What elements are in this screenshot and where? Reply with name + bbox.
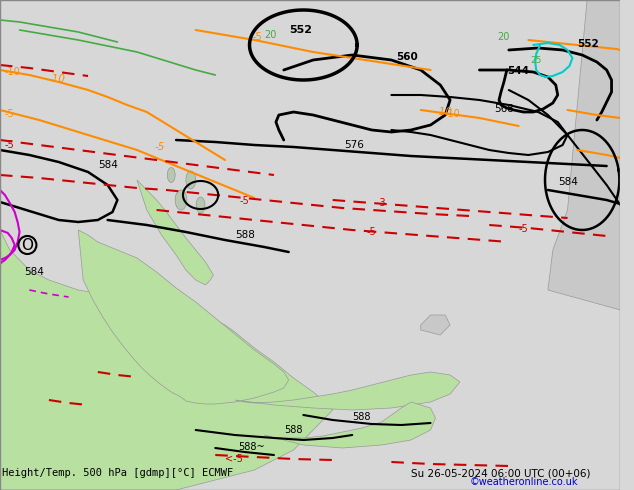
- Text: 568: 568: [494, 104, 514, 114]
- Polygon shape: [264, 402, 436, 448]
- Text: Su 26-05-2024 06:00 UTC (00+06): Su 26-05-2024 06:00 UTC (00+06): [411, 468, 590, 478]
- Text: 25: 25: [530, 56, 541, 65]
- Text: 584: 584: [558, 177, 578, 187]
- Text: 588: 588: [353, 412, 371, 422]
- Text: 588: 588: [284, 425, 302, 435]
- Polygon shape: [548, 0, 620, 310]
- Text: -5: -5: [240, 196, 249, 206]
- Text: 20: 20: [264, 30, 276, 40]
- Text: -10: -10: [49, 74, 66, 84]
- Text: O: O: [22, 238, 34, 252]
- Text: -5: -5: [5, 109, 15, 119]
- Text: 552: 552: [289, 25, 312, 35]
- Text: 544: 544: [507, 66, 529, 76]
- Text: -10: -10: [444, 109, 460, 119]
- Text: -5: -5: [5, 140, 15, 150]
- Text: -3: -3: [377, 198, 386, 208]
- Polygon shape: [0, 0, 333, 490]
- Text: -5: -5: [252, 32, 262, 42]
- Polygon shape: [137, 180, 213, 285]
- Polygon shape: [235, 372, 460, 410]
- Text: 584: 584: [25, 267, 44, 277]
- Text: 584: 584: [98, 160, 118, 170]
- Text: -5: -5: [155, 142, 165, 152]
- Text: Height/Temp. 500 hPa [gdmp][°C] ECMWF: Height/Temp. 500 hPa [gdmp][°C] ECMWF: [2, 468, 233, 478]
- Ellipse shape: [175, 190, 187, 210]
- Text: 552: 552: [578, 39, 599, 49]
- Text: 588~: 588~: [238, 442, 264, 452]
- Text: <-5: <-5: [225, 454, 243, 464]
- Ellipse shape: [186, 171, 196, 189]
- Text: -5: -5: [519, 224, 528, 234]
- Text: ©weatheronline.co.uk: ©weatheronline.co.uk: [470, 477, 578, 487]
- Text: 576: 576: [344, 140, 365, 150]
- Polygon shape: [78, 230, 288, 404]
- Text: -5: -5: [367, 227, 377, 237]
- Text: -10: -10: [5, 67, 21, 77]
- Text: 588: 588: [235, 230, 255, 240]
- Ellipse shape: [167, 168, 175, 182]
- Ellipse shape: [196, 197, 205, 213]
- Text: -10: -10: [436, 107, 453, 117]
- Text: 560: 560: [396, 52, 418, 62]
- Polygon shape: [421, 315, 450, 335]
- Text: 20: 20: [497, 32, 510, 42]
